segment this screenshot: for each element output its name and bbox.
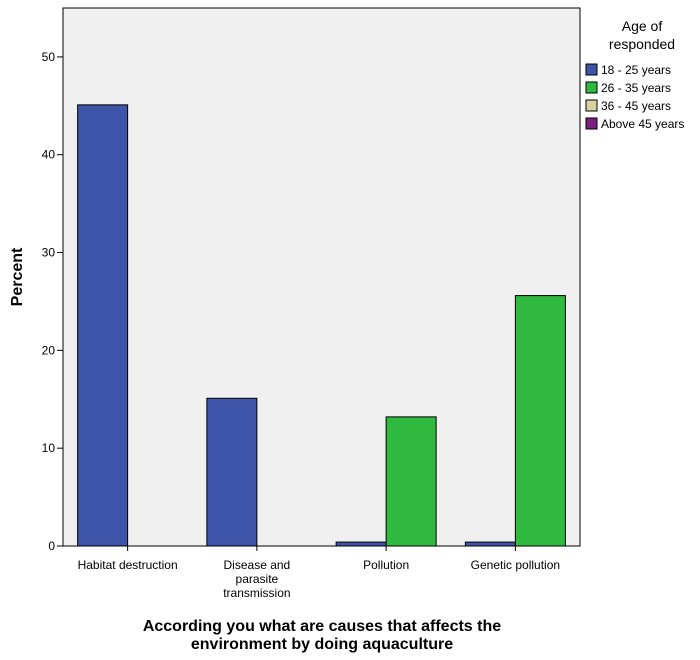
- x-tick-label: Pollution: [363, 558, 409, 572]
- bar: [514, 295, 566, 547]
- legend-swatch: [585, 117, 598, 130]
- legend-swatch: [585, 63, 598, 76]
- plot-area: [62, 7, 581, 547]
- legend-item-label: 26 - 35 years: [601, 81, 671, 95]
- y-tick-label: 50: [42, 50, 56, 64]
- legend-item-label: 18 - 25 years: [601, 63, 671, 77]
- x-tick-label: Disease and: [224, 558, 291, 572]
- legend: Age of responded 18 - 25 years 26 - 35 year…: [585, 18, 684, 131]
- bar: [77, 104, 129, 547]
- x-tick-label: parasite: [236, 572, 279, 586]
- x-axis: Habitat destruction Disease andparasitetr…: [78, 546, 560, 600]
- y-axis: 0 10 20 30 40 50: [42, 50, 63, 553]
- x-axis-label: According you what are causes that affec…: [143, 618, 501, 653]
- y-tick-label: 20: [42, 343, 56, 357]
- bar: [385, 416, 437, 547]
- legend-item-label: 36 - 45 years: [601, 99, 671, 113]
- x-tick-label: Habitat destruction: [78, 558, 178, 572]
- x-axis-title-line: According you what are causes that affec…: [143, 618, 501, 635]
- y-tick-label: 40: [42, 148, 56, 162]
- bars: [77, 104, 566, 547]
- bar: [335, 541, 387, 547]
- legend-swatch: [585, 81, 598, 94]
- x-tick-label: transmission: [223, 586, 290, 600]
- y-axis-label: Percent: [9, 247, 26, 306]
- bar: [206, 397, 258, 547]
- legend-item-label: Above 45 years: [601, 117, 684, 131]
- y-tick-label: 30: [42, 246, 56, 260]
- y-tick-label: 10: [42, 441, 56, 455]
- legend-title: Age of: [622, 18, 663, 34]
- x-axis-title-line: environment by doing aquaculture: [191, 636, 453, 653]
- x-tick-label: Genetic pollution: [471, 558, 560, 572]
- bar: [464, 541, 516, 547]
- legend-swatch: [585, 99, 598, 112]
- legend-title: responded: [609, 36, 675, 52]
- y-tick-label: 0: [48, 539, 55, 553]
